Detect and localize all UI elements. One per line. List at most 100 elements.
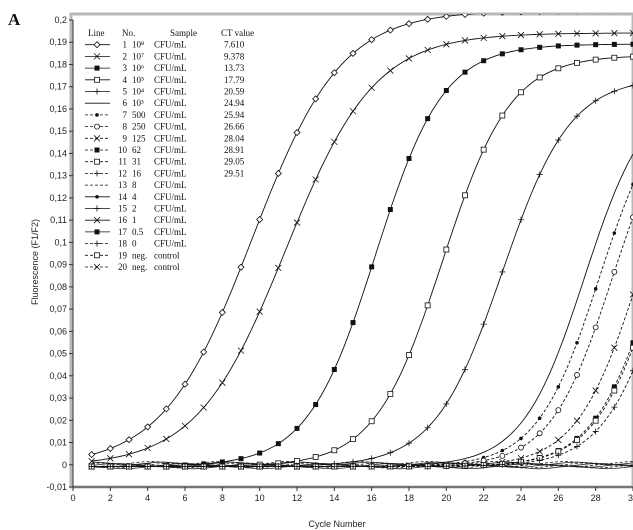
series-point-5 [611,88,618,95]
series-point-2 [611,29,618,37]
series-point-2 [405,55,413,62]
legend-header-ct: CT value [221,28,254,38]
series-point-12 [163,463,170,470]
legend-no: 8 [132,180,137,190]
series-line-10 [91,342,633,467]
series-point-1 [368,36,376,44]
series-point-12 [88,463,95,470]
series-point-3 [313,402,319,408]
legend-sample: CFU/mL [154,98,187,108]
legend-sample: CFU/mL [154,87,187,97]
series-point-4 [462,192,468,199]
series-lines [88,14,633,470]
legend-sample: CFU/mL [154,133,187,143]
series-point-12 [275,463,282,470]
series-point-4 [368,418,375,425]
series-point-12 [182,463,188,470]
series-point-7 [500,448,505,453]
legend-marker-5 [94,88,100,95]
series-point-2 [536,31,543,38]
series-point-3 [425,116,431,122]
legend-ct: 28.91 [224,145,244,155]
series-point-12 [518,460,524,467]
series-point-3 [369,264,375,270]
series-point-3 [630,41,633,47]
series-point-1 [106,444,114,453]
series-point-5 [424,424,431,431]
legend-sample: CFU/mL [154,157,187,167]
y-tick-label: 0,17 [49,82,67,92]
series-point-12 [219,463,226,470]
legend-ct: 29.05 [224,157,245,167]
series-point-1 [519,14,523,16]
series-point-1 [557,14,560,15]
series-point-3 [611,41,617,47]
series-point-3 [481,58,487,64]
series-point-2 [629,29,633,37]
series-point-2 [144,444,151,452]
series-point-12 [107,463,114,470]
series-point-3 [574,42,580,48]
series-point-5 [443,400,450,407]
series-point-3 [518,47,524,53]
legend-ct: 28.04 [224,133,245,143]
legend-sample: CFU/mL [154,51,187,61]
legend-marker-7 [95,113,99,117]
y-tick-label: 0,1 [54,237,67,247]
series-point-3 [443,88,449,94]
legend-marker-16 [93,216,101,224]
series-point-1 [162,405,170,413]
legend-line-number: 2 [123,51,128,61]
series-7 [89,182,633,469]
legend-no: 4 [132,192,137,202]
series-point-1 [237,263,245,271]
series-point-12 [574,443,580,450]
legend-no: 2 [132,204,137,214]
legend-sample: CFU/mL [154,227,187,237]
legend-marker-15 [94,205,100,212]
series-point-4 [350,436,356,443]
series-point-1 [218,308,226,316]
series-point-2 [368,84,375,92]
series-point-1 [88,450,96,459]
series-point-12 [480,462,487,469]
series-point-4 [574,59,580,66]
legend: Line No. Sample CT value 1 10⁸ CFU/mL 7.610 2 10⁷… [85,28,254,272]
series-point-7 [556,385,561,389]
series-point-2 [555,30,562,38]
series-point-2 [237,347,245,354]
y-tick-label: 0,06 [49,326,67,336]
series-point-3 [219,459,225,465]
legend-no: 10⁴ [132,87,144,97]
series-11 [88,344,633,470]
legend-marker-1 [93,41,101,49]
series-point-2 [293,219,301,226]
legend-sample: CFU/mL [154,239,187,249]
series-point-9 [536,448,543,455]
legend-no: 10⁷ [132,51,144,61]
legend-sample: CFU/mL [154,63,187,73]
legend-no: 10⁵ [132,75,144,85]
y-tick-label: 0,18 [49,59,67,69]
x-axis-label: Cycle Number [308,519,365,529]
legend-marker-12 [94,170,100,177]
legend-line-number: 13 [118,180,128,190]
series-point-12 [387,463,394,470]
y-tick-label: 0,13 [49,171,67,181]
legend-marker-20 [93,263,101,271]
series-point-3 [294,425,300,431]
series-line-9 [91,294,633,467]
series-point-4 [387,391,394,397]
y-axis-label: Fluorescence (F1/F2) [30,219,40,305]
series-point-2 [443,41,450,48]
legend-line-number: 1 [123,40,128,50]
series-point-7 [519,436,523,441]
series-line-12 [91,370,633,467]
series-point-2 [200,404,207,411]
legend-sample: CFU/mL [154,180,187,190]
x-tick-label: 12 [292,493,302,503]
series-point-7 [575,340,579,345]
series-point-5 [555,137,562,144]
y-tick-label: 0,15 [49,126,67,136]
